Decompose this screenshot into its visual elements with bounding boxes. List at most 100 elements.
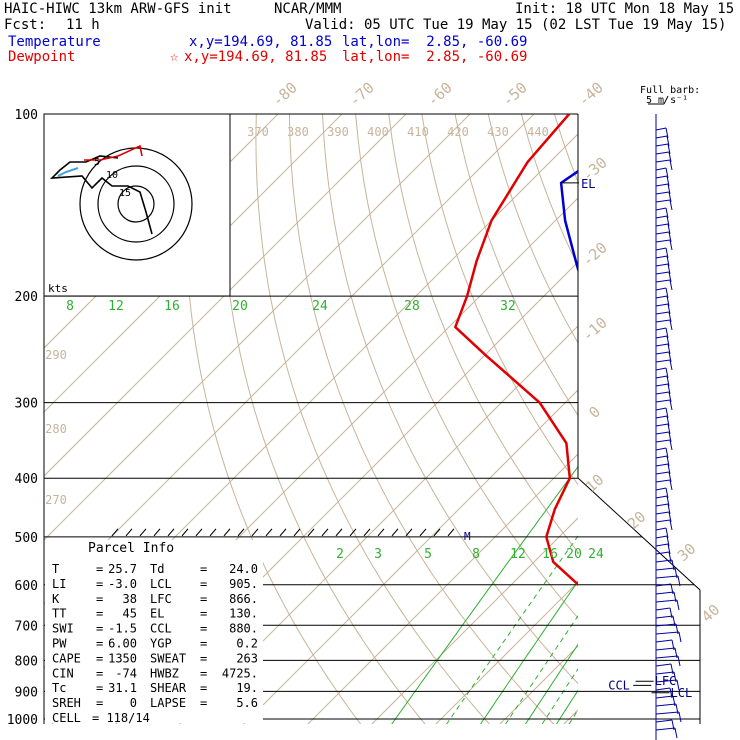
parcel-info-key: YGP [150, 637, 172, 651]
wind-barb [655, 535, 670, 547]
parcel-info-box [45, 540, 263, 723]
wind-barb [655, 335, 670, 347]
pressure-tick-label: 200 [15, 290, 38, 305]
theta-label: 290 [45, 348, 67, 362]
mixing-ratio-lines [391, 465, 578, 724]
wind-barb [655, 487, 669, 499]
theta-label: 410 [407, 125, 429, 139]
pressure-tick-label: 300 [15, 397, 38, 412]
parcel-info-key: CCL [150, 622, 172, 636]
parcel-info-value: 0 [130, 696, 137, 710]
parcel-info-value: 866. [229, 592, 258, 606]
wind-barb [655, 207, 669, 219]
valid-time: Valid: 05 UTC Tue 19 May 15 (02 LST Tue … [305, 17, 727, 33]
parcel-info-value: 19. [236, 681, 258, 695]
svg-text:=: = [96, 577, 103, 591]
parcel-info-value: 24.0 [229, 562, 258, 576]
svg-text:=: = [200, 681, 207, 695]
parcel-info-key: Td [150, 562, 164, 576]
parcel-info-value: 5.6 [236, 696, 258, 710]
parcel-info-key: LCL [150, 577, 172, 591]
lfc-label: LFC [655, 674, 677, 688]
mixing-ratio-label: 24 [588, 547, 604, 562]
isotherm-label: 40 [698, 601, 723, 626]
parcel-info-key: EL [150, 607, 164, 621]
m-label: M [464, 530, 471, 543]
svg-text:=: = [96, 651, 103, 665]
isotherm-label: -60 [424, 79, 456, 111]
forecast-hour: 11 h [66, 17, 100, 33]
parcel-info-value: 45 [123, 607, 137, 621]
wind-barb [655, 375, 670, 387]
wind-barb [655, 527, 669, 539]
isotherm-label: -80 [269, 79, 301, 111]
mixing-ratio-label: 32 [500, 299, 516, 314]
parcel-info-value: 31.1 [108, 681, 137, 695]
parcel-info-value: 130. [229, 607, 258, 621]
mixing-ratio-label: 20 [566, 547, 582, 562]
svg-text:=: = [96, 637, 103, 651]
parcel-info-key: PW [52, 637, 67, 651]
svg-text:=: = [200, 577, 207, 591]
isotherm-label: -10 [579, 314, 611, 346]
wind-barb [655, 127, 669, 139]
hodograph-units: kts [48, 282, 68, 295]
theta-label: 400 [367, 125, 389, 139]
mixing-ratio-label: 12 [108, 299, 124, 314]
wind-barb [655, 727, 678, 739]
pressure-tick-label: 100 [15, 108, 38, 123]
pressure-tick-label: 800 [15, 654, 38, 669]
pressure-tick-label: 900 [15, 685, 38, 700]
wind-barb [655, 399, 673, 411]
svg-text:=: = [200, 696, 207, 710]
wind-barb [655, 415, 670, 427]
wind-barb [655, 191, 672, 203]
pressure-tick-label: 500 [15, 531, 38, 546]
parcel-info-key: TT [52, 607, 66, 621]
wind-barb [655, 599, 680, 611]
mixing-ratio-label: 20 [232, 299, 248, 314]
svg-text:=: = [200, 607, 207, 621]
theta-label: 440 [527, 125, 549, 139]
hodograph-trace [49, 155, 153, 235]
isotherm-label: 30 [674, 540, 699, 565]
theta-label: 380 [287, 125, 309, 139]
legend-dewpoint-latlon: lat,lon= 2.85, -60.69 [342, 49, 528, 65]
wind-barb [655, 519, 673, 531]
hodograph-trace-top [57, 167, 79, 177]
parcel-info-key: SREH [52, 696, 81, 710]
lcl-label: LCL [671, 686, 693, 700]
svg-text:=: = [96, 607, 103, 621]
wind-barb [655, 455, 670, 467]
mixing-ratio-label: 8 [66, 299, 74, 314]
wind-barb [655, 175, 670, 187]
wind-barb [655, 143, 671, 155]
wind-barb [655, 495, 670, 507]
wind-barb [655, 295, 670, 307]
legend-temperature-name: Temperature [8, 34, 101, 50]
mixing-ratio-label: 28 [404, 299, 420, 314]
mixing-ratio-label: 16 [542, 547, 558, 562]
wind-barb [655, 223, 671, 235]
wind-barb [655, 319, 673, 331]
svg-text:=: = [96, 562, 103, 576]
init-time: Init: 18 UTC Mon 18 May 15 [515, 1, 735, 17]
barb-legend-title: Full barb: [640, 85, 701, 96]
parcel-info-value: -74 [115, 666, 137, 680]
svg-text:=: = [200, 637, 207, 651]
isotherm-label: 0 [585, 403, 604, 422]
parcel-info-value: 4725. [222, 666, 258, 680]
isotherm-label: -50 [499, 79, 531, 111]
parcel-info-value: -3.0 [108, 577, 137, 591]
hodograph-ring-label: 15 [119, 188, 131, 199]
mixing-ratio-label: 16 [164, 299, 180, 314]
wind-barb [655, 575, 681, 587]
theta-label: 280 [45, 422, 67, 436]
parcel-info-value: 6.00 [108, 637, 137, 651]
isotherm-label: -40 [575, 79, 607, 111]
svg-text:=: = [200, 622, 207, 636]
wind-barb [655, 439, 673, 451]
parcel-info-key: T [52, 562, 59, 576]
legend-dewpoint-star-icon: ☆ [170, 49, 179, 65]
hodograph-ring [97, 165, 175, 243]
